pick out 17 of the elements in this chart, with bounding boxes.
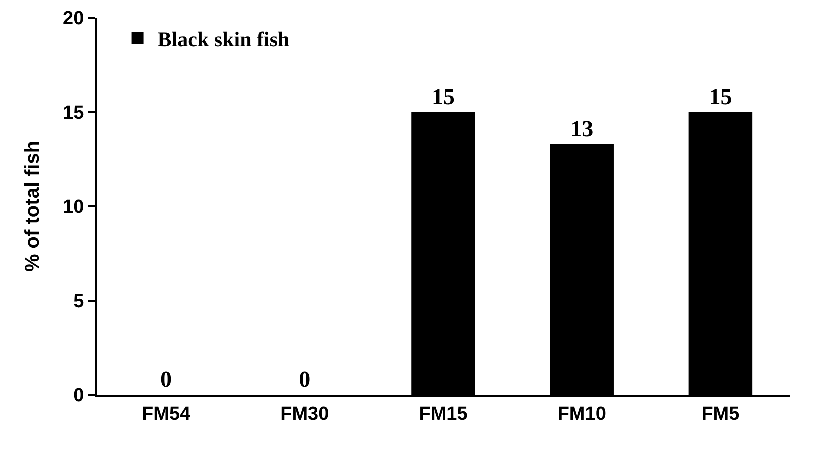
- x-tick-label: FM10: [558, 404, 606, 425]
- data-label: 0: [299, 367, 311, 392]
- x-tick-label: FM5: [702, 404, 740, 425]
- legend-label: Black skin fish: [158, 27, 290, 52]
- data-label: 13: [570, 116, 594, 142]
- y-tick-label: 20: [63, 8, 84, 30]
- y-tick-label: 5: [74, 291, 85, 312]
- data-label: 15: [432, 84, 455, 110]
- y-tick-label: 10: [63, 197, 84, 218]
- y-tick-label: 15: [63, 102, 85, 124]
- y-tick-label: 0: [74, 386, 84, 407]
- x-tick-label: FM30: [280, 404, 330, 425]
- data-label: 15: [709, 84, 732, 110]
- data-label: 0: [160, 367, 172, 392]
- x-tick-label: FM54: [142, 404, 192, 425]
- x-tick-label: FM15: [419, 404, 468, 425]
- y-axis-title: % of total fish: [22, 140, 44, 272]
